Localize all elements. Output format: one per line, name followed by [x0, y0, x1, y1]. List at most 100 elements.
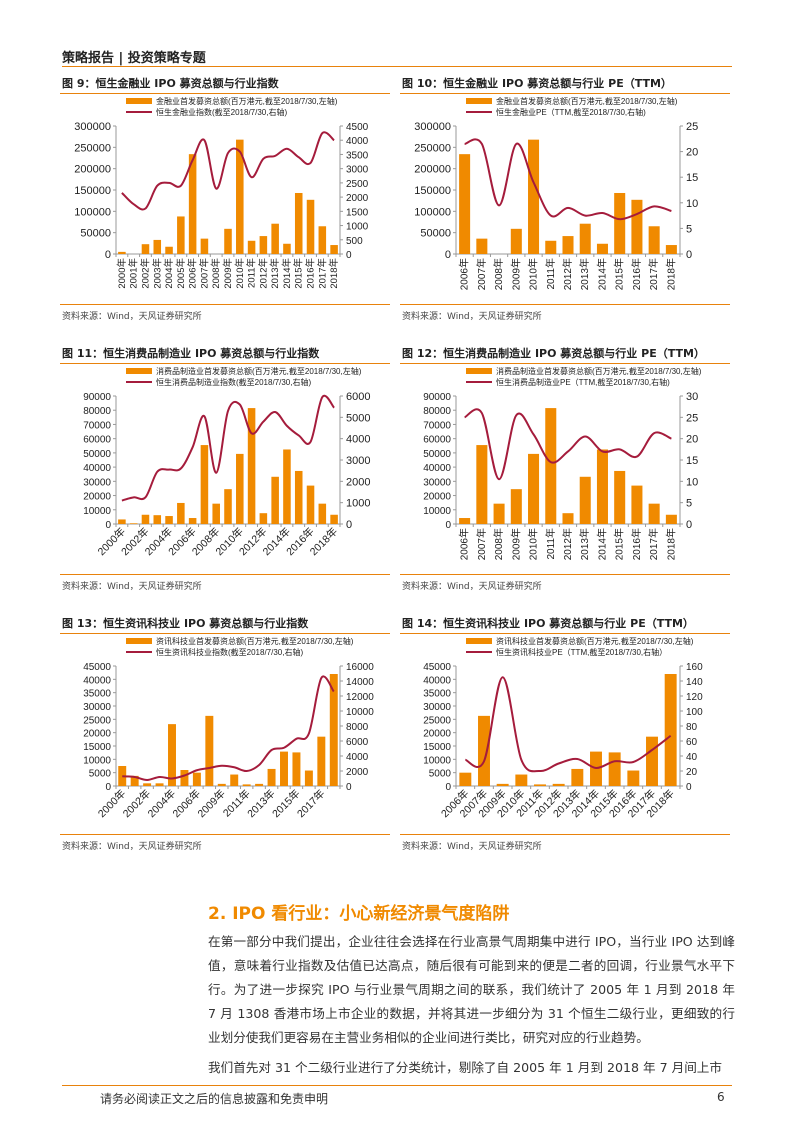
- left-tick-label: 40000: [423, 675, 451, 686]
- chart-source: 资料来源：Wind，天风证券研究所: [60, 834, 390, 852]
- x-tick-label: 2012年: [561, 258, 574, 290]
- bar: [212, 503, 220, 524]
- chart-source: 资料来源：Wind，天风证券研究所: [60, 304, 390, 322]
- section-title: 2. IPO 看行业：小心新经济景气度陷阱: [208, 904, 510, 924]
- x-tick-label: 2016年: [305, 258, 317, 289]
- bar: [545, 240, 557, 254]
- x-tick-label: 2009年: [195, 787, 228, 820]
- x-tick-label: 2001年: [128, 258, 140, 289]
- right-tick-label: 500: [346, 236, 363, 247]
- bar: [236, 139, 244, 254]
- right-tick-label: 4000: [346, 434, 370, 446]
- right-tick-label: 15: [686, 455, 698, 467]
- left-tick-label: 0: [105, 249, 111, 261]
- bar: [317, 736, 326, 786]
- left-tick-label: 300000: [414, 121, 451, 133]
- bar: [165, 516, 173, 524]
- legend-line-label: 恒生金融业PE（TTM,截至2018/7/30,右轴): [496, 107, 646, 117]
- bar: [118, 519, 126, 524]
- chart-14-svg: 0 5000 10000 15000 20000 25000 30000 35000 40000…: [423, 636, 703, 820]
- bar: [259, 236, 268, 254]
- right-tick-label: 15: [686, 172, 698, 184]
- x-tick-label: 2012年: [561, 528, 574, 560]
- chart-title: 图 12：恒生消费品制造业 IPO 募资总额与行业 PE（TTM）: [400, 344, 730, 364]
- chart-source: 资料来源：Wind，天风证券研究所: [400, 574, 730, 592]
- right-tick-label: 12000: [346, 692, 374, 703]
- x-tick-label: 2010年: [527, 258, 540, 290]
- paragraph: 在第一部分中我们提出，企业往往会选择在行业高景气周期集中进行 IPO，当行业 I…: [208, 934, 735, 1045]
- bar: [510, 228, 522, 254]
- chart-12-svg: 0 10000 20000 30000 40000 50000 60000 70000 8000…: [423, 366, 702, 560]
- right-tick-label: 3000: [346, 455, 370, 467]
- left-tick-label: 5000: [89, 769, 112, 780]
- left-tick-label: 50000: [420, 228, 451, 240]
- legend-bar-swatch: [466, 368, 492, 374]
- right-tick-label: 10000: [346, 707, 374, 718]
- bar: [217, 783, 226, 786]
- bar: [534, 784, 546, 786]
- right-tick-label: 0: [346, 250, 352, 261]
- bar: [478, 715, 490, 786]
- left-tick-label: 25000: [83, 715, 111, 726]
- right-tick-label: 10: [686, 198, 698, 210]
- bar: [153, 239, 162, 254]
- right-tick-label: 4500: [346, 122, 369, 133]
- left-tick-label: 15000: [83, 742, 111, 753]
- bar: [242, 784, 251, 786]
- x-tick-label: 2011年: [544, 528, 557, 560]
- bar: [200, 238, 209, 254]
- left-tick-label: 30000: [423, 702, 451, 713]
- x-tick-label: 2002年: [139, 258, 151, 289]
- x-tick-label: 2008年: [210, 258, 222, 289]
- right-tick-label: 5: [686, 498, 692, 510]
- chart-figure-13: 图 13：恒生资讯科技业 IPO 募资总额与行业指数 0 5000 10000 150…: [60, 614, 390, 852]
- right-tick-label: 14000: [346, 677, 374, 688]
- x-tick-label: 2007年: [475, 528, 488, 560]
- x-tick-label: 2008年: [492, 528, 505, 560]
- bar: [646, 736, 658, 786]
- bar: [459, 154, 471, 254]
- right-tick-label: 25: [686, 412, 698, 424]
- left-tick-label: 50000: [423, 449, 451, 460]
- left-tick-label: 20000: [423, 729, 451, 740]
- chart-title: 图 9：恒生金融业 IPO 募资总额与行业指数: [60, 74, 390, 94]
- chart-figure-12: 图 12：恒生消费品制造业 IPO 募资总额与行业 PE（TTM） 0 10000…: [400, 344, 730, 592]
- footer-disclaimer: 请务必阅读正文之后的信息披露和免责申明: [100, 1092, 329, 1106]
- x-tick-label: 2005年: [175, 258, 187, 289]
- right-tick-label: 20: [686, 767, 698, 778]
- left-tick-label: 20000: [83, 492, 111, 503]
- right-tick-label: 20: [686, 147, 698, 159]
- x-tick-label: 2013年: [578, 528, 591, 560]
- right-tick-label: 1000: [346, 222, 369, 233]
- bar: [267, 768, 276, 786]
- x-tick-label: 2009年: [222, 258, 234, 289]
- chart-source: 资料来源：Wind，天风证券研究所: [60, 574, 390, 592]
- legend-bar-label: 金融业首发募资总额(百万港元,截至2018/7/30,左轴): [156, 96, 338, 106]
- bar: [306, 199, 315, 254]
- bar: [255, 783, 264, 786]
- bar: [496, 783, 509, 786]
- legend-line-label: 恒生消费品制造业指数(截至2018/7/30,右轴): [156, 377, 311, 387]
- bar: [648, 503, 660, 524]
- x-tick-label: 2011年: [246, 258, 258, 288]
- right-tick-label: 16000: [346, 662, 374, 673]
- chart-figure-11: 图 11：恒生消费品制造业 IPO 募资总额与行业指数 0 10000 20000 3…: [60, 344, 390, 592]
- left-tick-label: 90000: [83, 392, 111, 403]
- bar: [476, 445, 488, 524]
- x-tick-label: 2009年: [509, 258, 522, 290]
- bar: [259, 513, 268, 524]
- bar: [579, 476, 591, 524]
- bar: [143, 783, 152, 786]
- bar: [552, 783, 565, 786]
- bar: [304, 770, 313, 786]
- bar: [224, 489, 232, 524]
- left-tick-label: 10000: [423, 506, 451, 517]
- right-tick-label: 2000: [346, 476, 370, 488]
- bar: [188, 518, 197, 524]
- left-tick-label: 60000: [423, 435, 451, 446]
- left-tick-label: 300000: [74, 121, 111, 133]
- bar: [168, 724, 176, 786]
- bar: [664, 674, 677, 786]
- left-tick-label: 15000: [423, 742, 451, 753]
- x-tick-label: 2018年: [664, 258, 677, 290]
